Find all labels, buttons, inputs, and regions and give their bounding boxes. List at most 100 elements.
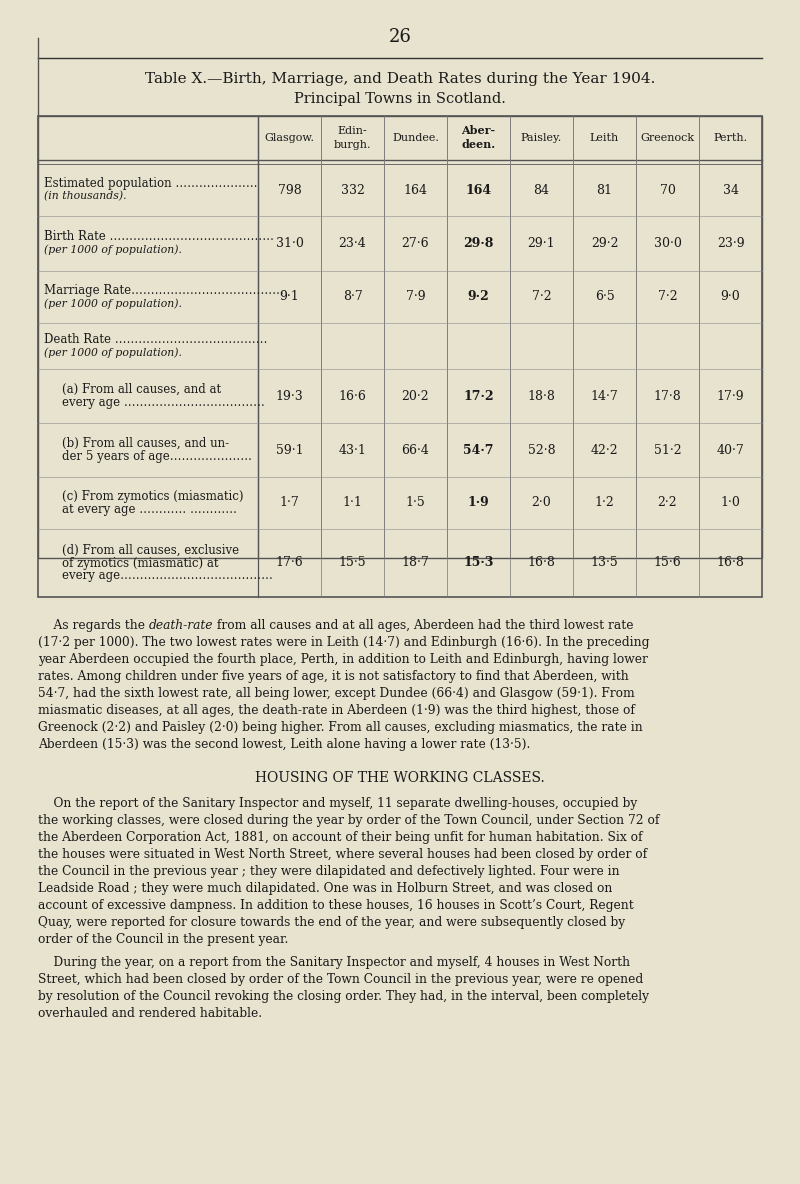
Text: 42·2: 42·2 xyxy=(590,444,618,457)
Text: 15·6: 15·6 xyxy=(654,556,682,570)
Text: 7·2: 7·2 xyxy=(658,290,678,303)
Text: On the report of the Sanitary Inspector and myself, 11 separate dwelling-houses,: On the report of the Sanitary Inspector … xyxy=(38,797,638,810)
Text: 51·2: 51·2 xyxy=(654,444,682,457)
Text: Leadside Road ; they were much dilapidated. One was in Holburn Street, and was c: Leadside Road ; they were much dilapidat… xyxy=(38,882,612,895)
Text: 31·0: 31·0 xyxy=(275,237,303,250)
Text: 81: 81 xyxy=(597,184,613,197)
Text: (d) From all causes, exclusive: (d) From all causes, exclusive xyxy=(62,543,239,556)
Text: 9·2: 9·2 xyxy=(468,290,490,303)
Text: Estimated population …………………: Estimated population ………………… xyxy=(44,176,258,189)
Text: (per 1000 of population).: (per 1000 of population). xyxy=(44,347,182,358)
Text: 332: 332 xyxy=(341,184,365,197)
Text: 7·2: 7·2 xyxy=(532,290,551,303)
Text: 23·4: 23·4 xyxy=(338,237,366,250)
Text: 1·5: 1·5 xyxy=(406,496,426,509)
Text: 18·7: 18·7 xyxy=(402,556,430,570)
Text: 17·6: 17·6 xyxy=(276,556,303,570)
Text: (per 1000 of population).: (per 1000 of population). xyxy=(44,245,182,256)
Text: Edin-: Edin- xyxy=(338,126,367,136)
Text: (in thousands).: (in thousands). xyxy=(44,192,126,201)
Text: Quay, were reported for closure towards the end of the year, and were subsequent: Quay, were reported for closure towards … xyxy=(38,916,625,929)
Text: 1·7: 1·7 xyxy=(280,496,299,509)
Text: During the year, on a report from the Sanitary Inspector and myself, 4 houses in: During the year, on a report from the Sa… xyxy=(38,955,630,969)
Text: 70: 70 xyxy=(659,184,675,197)
Text: 29·8: 29·8 xyxy=(463,237,494,250)
Text: Aberdeen (15·3) was the second lowest, Leith alone having a lower rate (13·5).: Aberdeen (15·3) was the second lowest, L… xyxy=(38,738,530,751)
Text: Table X.—Birth, Marriage, and Death Rates during the Year 1904.: Table X.—Birth, Marriage, and Death Rate… xyxy=(145,72,655,86)
Text: 13·5: 13·5 xyxy=(590,556,618,570)
Text: Street, which had been closed by order of the Town Council in the previous year,: Street, which had been closed by order o… xyxy=(38,973,643,986)
Text: 18·8: 18·8 xyxy=(527,390,555,403)
Text: (17·2 per 1000). The two lowest rates were in Leith (14·7) and Edinburgh (16·6).: (17·2 per 1000). The two lowest rates we… xyxy=(38,636,650,649)
Text: 1·9: 1·9 xyxy=(468,496,490,509)
Text: the Council in the previous year ; they were dilapidated and defectively lighted: the Council in the previous year ; they … xyxy=(38,866,620,879)
Text: 9·0: 9·0 xyxy=(721,290,740,303)
Text: HOUSING OF THE WORKING CLASSES.: HOUSING OF THE WORKING CLASSES. xyxy=(255,771,545,785)
Text: 43·1: 43·1 xyxy=(338,444,366,457)
Text: Dundee.: Dundee. xyxy=(392,133,439,143)
Text: 798: 798 xyxy=(278,184,302,197)
Text: 1·0: 1·0 xyxy=(721,496,741,509)
Text: (a) From all causes, and at: (a) From all causes, and at xyxy=(62,382,221,395)
Text: 19·3: 19·3 xyxy=(276,390,303,403)
Text: 2·0: 2·0 xyxy=(532,496,551,509)
Text: at every age ………… …………: at every age ………… ………… xyxy=(62,503,237,516)
Text: (b) From all causes, and un-: (b) From all causes, and un- xyxy=(62,437,229,450)
Text: 15·3: 15·3 xyxy=(463,556,494,570)
Text: account of excessive dampness. In addition to these houses, 16 houses in Scott’s: account of excessive dampness. In additi… xyxy=(38,899,634,912)
Text: der 5 years of age…………………: der 5 years of age………………… xyxy=(62,450,252,463)
Text: 40·7: 40·7 xyxy=(717,444,744,457)
Text: 1·1: 1·1 xyxy=(342,496,362,509)
Text: the working classes, were closed during the year by order of the Town Council, u: the working classes, were closed during … xyxy=(38,815,659,826)
Text: 164: 164 xyxy=(403,184,427,197)
Text: every age ………………………………: every age ……………………………… xyxy=(62,395,265,408)
Text: 17·9: 17·9 xyxy=(717,390,744,403)
Text: 26: 26 xyxy=(389,28,411,46)
Text: Greenock: Greenock xyxy=(641,133,694,143)
Text: order of the Council in the present year.: order of the Council in the present year… xyxy=(38,933,288,946)
Text: Marriage Rate…………………………………: Marriage Rate………………………………… xyxy=(44,284,284,297)
Text: 54·7, had the sixth lowest rate, all being lower, except Dundee (66·4) and Glasg: 54·7, had the sixth lowest rate, all bei… xyxy=(38,687,634,700)
Text: Glasgow.: Glasgow. xyxy=(265,133,314,143)
Text: Greenock (2·2) and Paisley (2·0) being higher. From all causes, excluding miasma: Greenock (2·2) and Paisley (2·0) being h… xyxy=(38,721,642,734)
Text: of zymotics (miasmatic) at: of zymotics (miasmatic) at xyxy=(62,556,218,570)
Text: 164: 164 xyxy=(466,184,491,197)
Text: by resolution of the Council revoking the closing order. They had, in the interv: by resolution of the Council revoking th… xyxy=(38,990,649,1003)
Text: 84: 84 xyxy=(534,184,550,197)
Text: Paisley.: Paisley. xyxy=(521,133,562,143)
Text: 59·1: 59·1 xyxy=(276,444,303,457)
Bar xyxy=(38,116,762,597)
Text: burgh.: burgh. xyxy=(334,140,371,150)
Text: Leith: Leith xyxy=(590,133,619,143)
Text: (c) From zymotics (miasmatic): (c) From zymotics (miasmatic) xyxy=(62,490,243,503)
Text: Birth Rate ……………………………………: Birth Rate …………………………………… xyxy=(44,231,274,244)
Text: 54·7: 54·7 xyxy=(463,444,494,457)
Text: Perth.: Perth. xyxy=(714,133,747,143)
Text: 16·6: 16·6 xyxy=(338,390,366,403)
Text: 14·7: 14·7 xyxy=(590,390,618,403)
Text: the houses were situated in West North Street, where several houses had been clo: the houses were situated in West North S… xyxy=(38,848,647,861)
Text: 30·0: 30·0 xyxy=(654,237,682,250)
Text: year Aberdeen occupied the fourth place, Perth, in addition to Leith and Edinbur: year Aberdeen occupied the fourth place,… xyxy=(38,654,648,665)
Text: every age…………………………………: every age………………………………… xyxy=(62,570,273,583)
Text: deen.: deen. xyxy=(462,140,495,150)
Text: 1·2: 1·2 xyxy=(594,496,614,509)
Text: 52·8: 52·8 xyxy=(528,444,555,457)
Text: (per 1000 of population).: (per 1000 of population). xyxy=(44,298,182,309)
Text: 20·2: 20·2 xyxy=(402,390,430,403)
Text: death-rate: death-rate xyxy=(149,619,214,632)
Text: 6·5: 6·5 xyxy=(594,290,614,303)
Text: 34: 34 xyxy=(722,184,738,197)
Text: rates. Among children under five years of age, it is not satisfactory to find th: rates. Among children under five years o… xyxy=(38,670,629,683)
Text: 16·8: 16·8 xyxy=(717,556,745,570)
Text: 15·5: 15·5 xyxy=(338,556,366,570)
Text: overhauled and rendered habitable.: overhauled and rendered habitable. xyxy=(38,1008,262,1019)
Text: 16·8: 16·8 xyxy=(527,556,555,570)
Text: 17·2: 17·2 xyxy=(463,390,494,403)
Text: 29·2: 29·2 xyxy=(590,237,618,250)
Text: 8·7: 8·7 xyxy=(342,290,362,303)
Text: As regards the: As regards the xyxy=(38,619,149,632)
Text: 9·1: 9·1 xyxy=(280,290,299,303)
Text: the Aberdeen Corporation Act, 1881, on account of their being unfit for human ha: the Aberdeen Corporation Act, 1881, on a… xyxy=(38,831,642,844)
Text: 29·1: 29·1 xyxy=(528,237,555,250)
